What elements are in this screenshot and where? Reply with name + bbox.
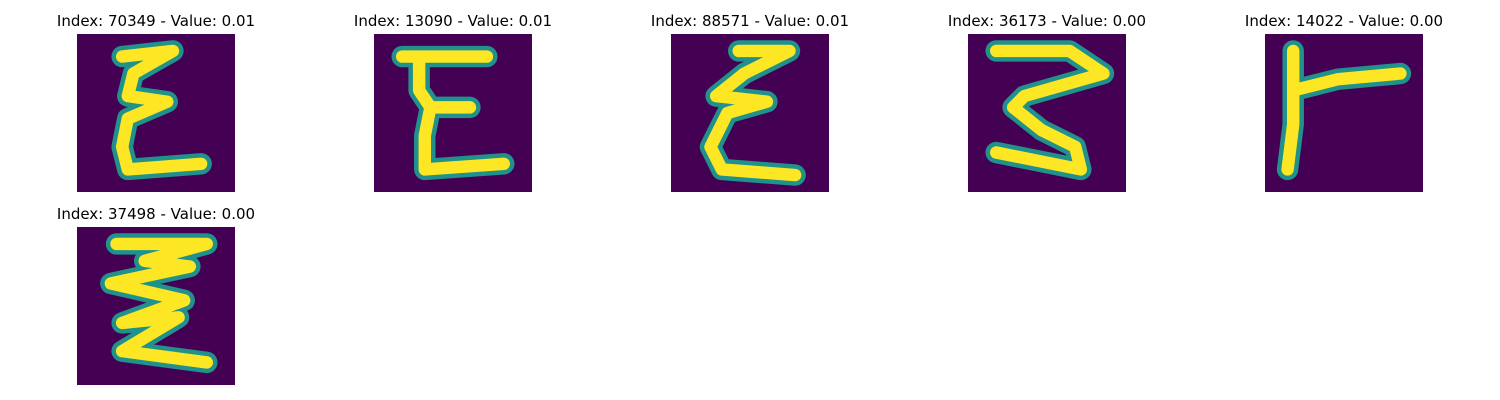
digit-image [77,227,235,385]
digit-image [1265,34,1423,192]
panel-1: Index: 70349 - Value: 0.01 [8,12,304,202]
digit-image [968,34,1126,192]
panel-title: Index: 88571 - Value: 0.01 [650,12,850,30]
panel-2: Index: 13090 - Value: 0.01 [305,12,601,202]
panel-title: Index: 13090 - Value: 0.01 [353,12,553,30]
panel-title: Index: 37498 - Value: 0.00 [56,205,256,223]
digit-image [374,34,532,192]
digit-image [671,34,829,192]
panel-5: Index: 14022 - Value: 0.00 [1196,12,1492,202]
panel-3: Index: 88571 - Value: 0.01 [602,12,898,202]
panel-title: Index: 70349 - Value: 0.01 [56,12,256,30]
panel-6: Index: 37498 - Value: 0.00 [8,205,304,395]
panel-4: Index: 36173 - Value: 0.00 [899,12,1195,202]
panel-title: Index: 14022 - Value: 0.00 [1244,12,1444,30]
panel-title: Index: 36173 - Value: 0.00 [947,12,1147,30]
digit-image [77,34,235,192]
